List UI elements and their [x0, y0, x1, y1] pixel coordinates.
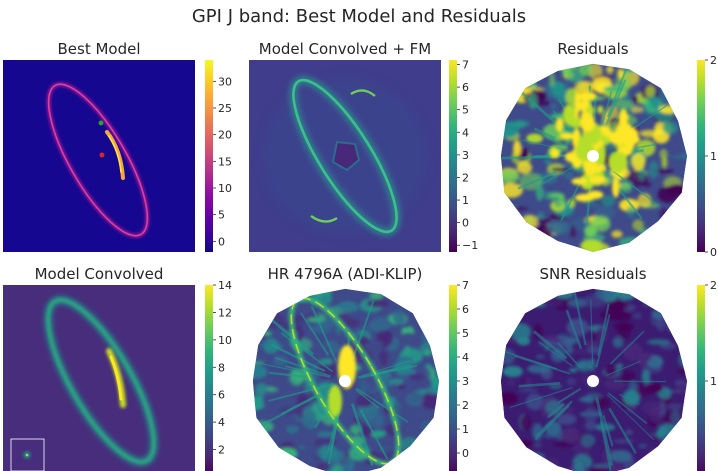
- panel-image: [3, 60, 195, 252]
- colorbar-tick-label: 1: [462, 423, 469, 436]
- colorbar-tick-label: 10: [218, 334, 232, 347]
- figure-title: GPI J band: Best Model and Residuals: [192, 6, 526, 27]
- panel-title: SNR Residuals: [539, 265, 646, 283]
- colorbar: 0 5 10 15 20 25 30: [205, 60, 232, 252]
- colorbar-tick-label: 14: [218, 279, 232, 292]
- colorbar-tick-label: 12: [218, 306, 232, 319]
- colorbar-tick-label: 30: [218, 75, 232, 88]
- colorbar-tick-label: 5: [462, 327, 469, 340]
- colorbar-tick-label: 6: [218, 389, 225, 402]
- colorbar-tick-label: 1: [710, 375, 717, 388]
- panel-1: Best Model 0 5 10 15 20 25 30: [3, 40, 232, 252]
- panel-title: HR 4796A (ADI-KLIP): [268, 265, 423, 283]
- panel-title: Model Convolved: [35, 265, 164, 283]
- star-mask: [587, 375, 599, 387]
- colorbar-tick-label: 2: [462, 399, 469, 412]
- panel-image: [500, 63, 688, 252]
- panel-title: Best Model: [57, 40, 140, 58]
- star-mask: [339, 375, 351, 387]
- colorbar-tick-label: 2: [710, 54, 717, 67]
- colorbar-tick-label: 5: [462, 104, 469, 117]
- star-mask: [587, 150, 599, 162]
- colorbar-tick-label: 10: [218, 182, 232, 195]
- panel-title: Residuals: [557, 40, 628, 58]
- colorbar-tick-label: 0: [218, 235, 225, 248]
- panel-2: Model Convolved + FM −1 0 1 2 3 4 5 6 7: [249, 40, 478, 252]
- colorbar-tick-label: 15: [218, 155, 232, 168]
- colorbar: 012: [697, 279, 717, 471]
- colorbar-tick-label: 0: [462, 447, 469, 460]
- colorbar: 0 1 2: [697, 54, 717, 259]
- colorbar-tick-label: 2: [710, 279, 717, 292]
- colorbar-tick-label: 4: [462, 351, 469, 364]
- colorbar-tick-label: 2: [462, 171, 469, 184]
- colorbar: −1 0 1 2 3 4 5 6 7: [449, 59, 478, 252]
- panel-image: [3, 285, 195, 471]
- colorbar-tick-label: 7: [462, 279, 469, 292]
- colorbar-tick-label: 6: [462, 303, 469, 316]
- green-marker: [98, 120, 104, 126]
- colorbar-tick-label: 1: [462, 194, 469, 207]
- colorbar-tick-label: 7: [462, 59, 469, 72]
- panel-3: Residuals 0 1 2: [500, 40, 717, 259]
- colorbar-tick-label: 6: [462, 81, 469, 94]
- panel-4: Model Convolved02468101214: [3, 265, 232, 471]
- red-marker: [99, 152, 105, 158]
- colorbar-tick-label: 3: [462, 375, 469, 388]
- colorbar-tick-label: 4: [218, 416, 225, 429]
- colorbar-tick-label: 20: [218, 129, 232, 142]
- colorbar-tick-label: 5: [218, 209, 225, 222]
- panel-title: Model Convolved + FM: [259, 40, 432, 58]
- colorbar-tick-label: 25: [218, 102, 232, 115]
- colorbar-tick-label: 8: [218, 361, 225, 374]
- psf-inset: [10, 438, 45, 471]
- colorbar-tick-label: 4: [462, 126, 469, 139]
- colorbar-tick-label: 0: [462, 217, 469, 230]
- colorbar-tick-label: 0: [710, 246, 717, 259]
- panel-image: [249, 60, 441, 252]
- colorbar: 02468101214: [205, 279, 232, 471]
- colorbar-tick-label: 1: [710, 150, 717, 163]
- colorbar-tick-label: 3: [462, 149, 469, 162]
- panel-image: [252, 288, 440, 471]
- panel-image: [500, 288, 688, 471]
- colorbar-tick-label: −1: [462, 239, 478, 252]
- colorbar-tick-label: 2: [218, 444, 225, 457]
